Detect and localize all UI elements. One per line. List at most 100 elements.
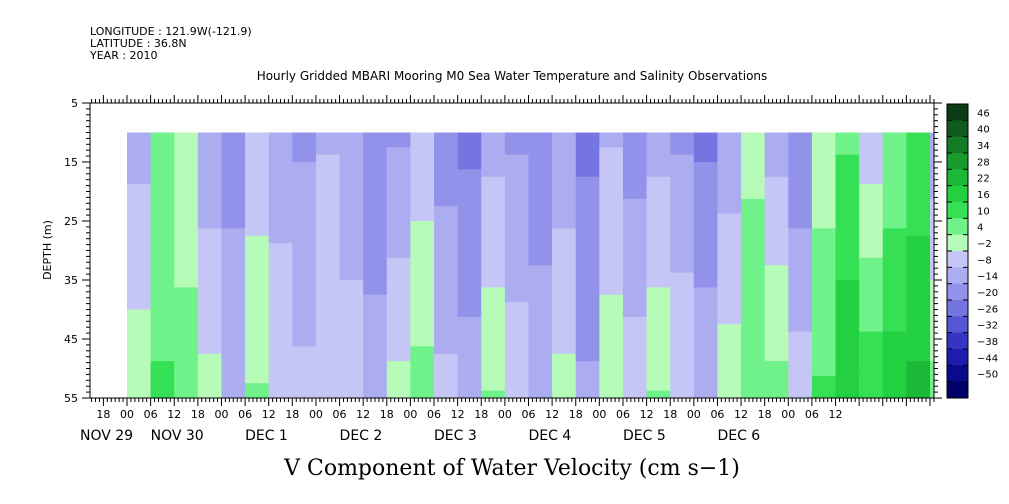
heatmap-cell	[434, 302, 459, 311]
heatmap-cell	[481, 383, 506, 392]
heatmap-cell	[575, 132, 600, 141]
heatmap-cell	[245, 294, 270, 303]
heatmap-cell	[552, 309, 577, 318]
heatmap-cell	[150, 272, 175, 281]
heatmap-cell	[197, 257, 223, 266]
heatmap-cell	[127, 272, 152, 281]
heatmap-cell	[528, 169, 553, 178]
heatmap-cell	[127, 331, 152, 340]
heatmap-cell	[410, 191, 435, 200]
heatmap-cell	[764, 280, 789, 288]
heatmap-cell	[859, 184, 884, 193]
heatmap-cell	[410, 250, 435, 259]
heatmap-cell	[599, 353, 624, 362]
colorbar-band	[947, 153, 968, 170]
heatmap-cell	[245, 375, 270, 384]
heatmap-cell	[670, 346, 695, 355]
heatmap-cell	[221, 346, 246, 355]
heatmap-cell	[457, 139, 482, 148]
heatmap-cell	[741, 147, 766, 156]
heatmap-cell	[764, 383, 789, 392]
heatmap-cell	[788, 198, 813, 207]
heatmap-cell	[268, 257, 293, 266]
heatmap-cell	[245, 287, 270, 296]
heatmap-cell	[504, 169, 530, 178]
heatmap-cell	[717, 206, 742, 215]
heatmap-cell	[906, 147, 931, 156]
heatmap-cell	[174, 294, 199, 303]
heatmap-cell	[150, 206, 175, 215]
x-tick-label: 00	[403, 408, 417, 421]
heatmap-cell	[457, 383, 482, 392]
heatmap-cell	[363, 176, 388, 185]
heatmap-cell	[197, 206, 223, 215]
heatmap-cell	[552, 302, 577, 311]
heatmap-cell	[481, 235, 506, 244]
x-day-label: DEC 4	[529, 428, 572, 444]
heatmap-cell	[788, 346, 813, 355]
heatmap-cell	[268, 361, 293, 370]
heatmap-cell	[410, 353, 435, 362]
heatmap-cell	[150, 368, 175, 377]
heatmap-cell	[315, 257, 341, 266]
heatmap-cell	[268, 339, 293, 347]
colorbar-band	[947, 300, 968, 317]
heatmap-cell	[859, 206, 884, 215]
heatmap-cell	[741, 287, 766, 296]
heatmap-cell	[457, 309, 482, 318]
heatmap-cell	[622, 191, 648, 200]
heatmap-cell	[150, 139, 175, 148]
heatmap-cell	[292, 383, 317, 392]
heatmap-cell	[434, 280, 459, 288]
heatmap-cell	[788, 154, 813, 163]
heatmap-cell	[859, 368, 884, 377]
heatmap-cell	[245, 316, 270, 325]
heatmap-cell	[599, 198, 624, 207]
heatmap-cell	[434, 147, 459, 156]
x-day-label: DEC 1	[245, 428, 288, 444]
heatmap-cell	[363, 324, 388, 333]
heatmap-cell	[434, 353, 459, 362]
heatmap-cell	[339, 228, 364, 237]
heatmap-cell	[646, 213, 671, 222]
heatmap-cell	[315, 198, 341, 207]
heatmap-cell	[835, 287, 860, 296]
chart-title: Hourly Gridded MBARI Mooring M0 Sea Wate…	[257, 69, 768, 83]
heatmap-cell	[693, 132, 719, 141]
heatmap-cell	[292, 375, 317, 384]
heatmap-cell	[788, 235, 813, 244]
heatmap-cell	[127, 228, 152, 237]
heatmap-cell	[504, 294, 530, 303]
heatmap-cell	[481, 198, 506, 207]
heatmap-cell	[575, 154, 600, 163]
heatmap-cell	[788, 383, 813, 392]
heatmap-cell	[410, 324, 435, 333]
colorbar-label: −8	[977, 255, 992, 266]
heatmap-cell	[410, 154, 435, 163]
heatmap-cell	[859, 302, 884, 311]
heatmap-cell	[504, 331, 530, 340]
heatmap-cell	[268, 228, 293, 237]
heatmap-cell	[811, 383, 837, 392]
heatmap-cell	[575, 331, 600, 340]
y-tick-label: 35	[64, 274, 78, 287]
heatmap-cell	[127, 154, 152, 163]
heatmap-cell	[906, 302, 931, 311]
heatmap-cell	[245, 339, 270, 347]
heatmap-cell	[504, 243, 530, 252]
heatmap-cell	[552, 243, 577, 252]
heatmap-cell	[622, 243, 648, 252]
heatmap-cell	[315, 375, 341, 384]
heatmap-cell	[386, 257, 412, 266]
heatmap-cell	[906, 206, 931, 215]
heatmap-cell	[363, 272, 388, 281]
heatmap-cell	[741, 184, 766, 193]
heatmap-cell	[882, 375, 907, 384]
heatmap-cell	[528, 235, 553, 244]
heatmap-cell	[646, 361, 671, 370]
colorbar-label: 16	[977, 190, 990, 201]
heatmap-cell	[906, 235, 931, 244]
heatmap-cell	[693, 368, 719, 377]
heatmap-cell	[528, 390, 553, 398]
heatmap-cell	[693, 257, 719, 266]
